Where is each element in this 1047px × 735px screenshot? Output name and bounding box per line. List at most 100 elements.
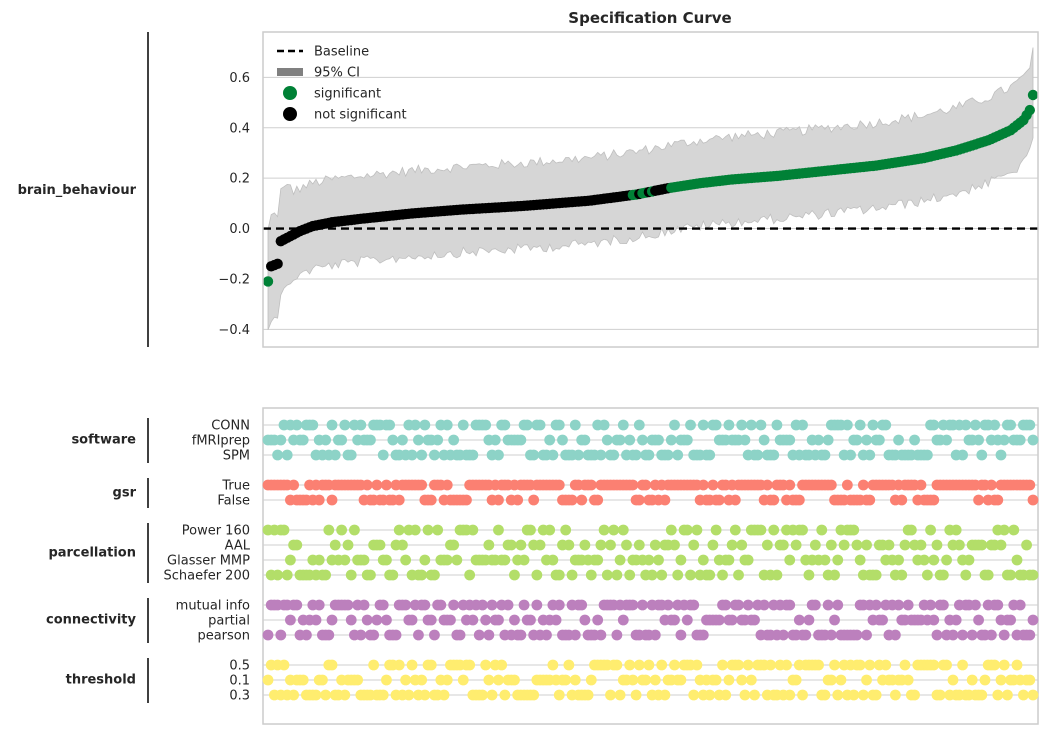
indicator-marker-software	[995, 449, 1007, 461]
indicator-marker-parcellation	[656, 569, 668, 581]
indicator-marker-threshold	[585, 674, 597, 686]
indicator-marker-parcellation	[768, 524, 780, 536]
indicator-marker-threshold	[966, 674, 978, 686]
indicator-marker-software	[432, 434, 444, 446]
indicator-marker-parcellation	[409, 524, 421, 536]
group-label-threshold: threshold	[66, 673, 136, 688]
option-label-threshold: 0.3	[229, 689, 250, 704]
indicator-marker-software	[406, 449, 418, 461]
indicator-marker-software	[841, 419, 853, 431]
indicator-marker-parcellation	[829, 569, 840, 581]
indicator-marker-software	[521, 419, 533, 431]
indicator-marker-parcellation	[518, 554, 530, 566]
indicator-marker-threshold	[483, 674, 495, 686]
indicator-marker-software	[499, 419, 511, 431]
indicator-marker-threshold	[739, 689, 751, 701]
indicator-marker-threshold	[857, 689, 869, 701]
indicator-marker-connectivity	[720, 599, 732, 611]
indicator-marker-parcellation	[416, 569, 428, 581]
indicator-marker-software	[739, 434, 751, 446]
indicator-marker-connectivity	[966, 629, 978, 641]
indicator-marker-parcellation	[499, 554, 511, 566]
indicator-marker-parcellation	[710, 524, 722, 536]
indicator-marker-threshold	[848, 689, 860, 701]
indicator-marker-parcellation	[429, 569, 440, 581]
indicator-marker-software	[851, 434, 863, 446]
indicator-marker-threshold	[992, 689, 1004, 701]
indicator-marker-software	[336, 434, 348, 446]
indicator-marker-software	[569, 419, 581, 431]
legend-baseline-label: Baseline	[314, 45, 369, 60]
indicator-marker-connectivity	[675, 629, 687, 641]
indicator-marker-threshold	[582, 689, 594, 701]
indicator-marker-parcellation	[320, 569, 332, 581]
indicator-marker-threshold	[560, 674, 572, 686]
indicator-marker-gsr	[985, 479, 997, 491]
indicator-marker-connectivity	[947, 629, 959, 641]
indicator-marker-threshold	[643, 659, 655, 671]
group-label-gsr: gsr	[113, 486, 137, 501]
indicator-marker-software	[595, 449, 607, 461]
option-label-parcellation: Power 160	[182, 524, 250, 539]
indicator-marker-parcellation	[675, 554, 687, 566]
indicator-marker-gsr	[1027, 494, 1039, 506]
indicator-marker-threshold	[486, 689, 498, 701]
indicator-marker-connectivity	[285, 614, 296, 626]
indicator-marker-threshold	[790, 674, 802, 686]
indicator-marker-gsr	[627, 479, 639, 491]
indicator-marker-connectivity	[419, 599, 431, 611]
indicator-marker-parcellation	[905, 524, 917, 536]
indicator-marker-connectivity	[861, 629, 872, 641]
indicator-marker-software	[365, 434, 376, 446]
indicator-marker-software	[813, 434, 824, 446]
indicator-marker-connectivity	[275, 629, 287, 641]
indicator-marker-connectivity	[733, 599, 744, 611]
indicator-marker-parcellation	[397, 539, 408, 551]
indicator-marker-connectivity	[448, 599, 460, 611]
indicator-marker-threshold	[624, 659, 636, 671]
indicator-marker-connectivity	[377, 599, 389, 611]
legend-ci-swatch	[277, 68, 303, 76]
indicator-marker-software	[441, 419, 453, 431]
indicator-marker-parcellation	[272, 569, 284, 581]
indicator-marker-parcellation	[451, 554, 463, 566]
indicator-marker-threshold	[1027, 689, 1039, 701]
indicator-marker-software	[710, 419, 722, 431]
indicator-marker-threshold	[393, 659, 405, 671]
indicator-marker-software	[637, 434, 648, 446]
indicator-marker-connectivity	[889, 629, 901, 641]
indicator-marker-gsr	[461, 494, 472, 506]
indicator-marker-software	[493, 449, 504, 461]
indicator-marker-parcellation	[448, 539, 460, 551]
indicator-marker-software	[579, 434, 591, 446]
indicator-marker-gsr	[425, 494, 437, 506]
indicator-marker-software	[1024, 419, 1036, 431]
indicator-marker-parcellation	[771, 569, 783, 581]
indicator-marker-software	[307, 419, 319, 431]
indicator-marker-parcellation	[976, 539, 988, 551]
indicator-marker-threshold	[784, 689, 796, 701]
indicator-marker-threshold	[934, 689, 946, 701]
not-significant-point	[272, 258, 283, 270]
indicator-marker-threshold	[419, 689, 431, 701]
indicator-marker-parcellation	[441, 554, 453, 566]
indicator-marker-gsr	[864, 494, 876, 506]
indicator-marker-parcellation	[733, 569, 744, 581]
indicator-marker-parcellation	[963, 554, 975, 566]
indicator-marker-threshold	[899, 659, 911, 671]
indicator-marker-software	[419, 419, 431, 431]
indicator-marker-gsr	[1024, 479, 1036, 491]
indicator-marker-threshold	[781, 659, 792, 671]
indicator-marker-parcellation	[665, 524, 677, 536]
indicator-marker-threshold	[1017, 689, 1029, 701]
indicator-marker-parcellation	[921, 569, 933, 581]
indicator-marker-parcellation	[525, 524, 536, 536]
indicator-marker-connectivity	[509, 614, 520, 626]
indicator-marker-parcellation	[950, 524, 962, 536]
indicator-marker-gsr	[633, 494, 645, 506]
indicator-marker-parcellation	[358, 554, 370, 566]
indicator-marker-parcellation	[515, 539, 527, 551]
indicator-marker-software	[819, 449, 831, 461]
indicator-marker-connectivity	[445, 614, 456, 626]
indicator-marker-gsr	[697, 479, 709, 491]
